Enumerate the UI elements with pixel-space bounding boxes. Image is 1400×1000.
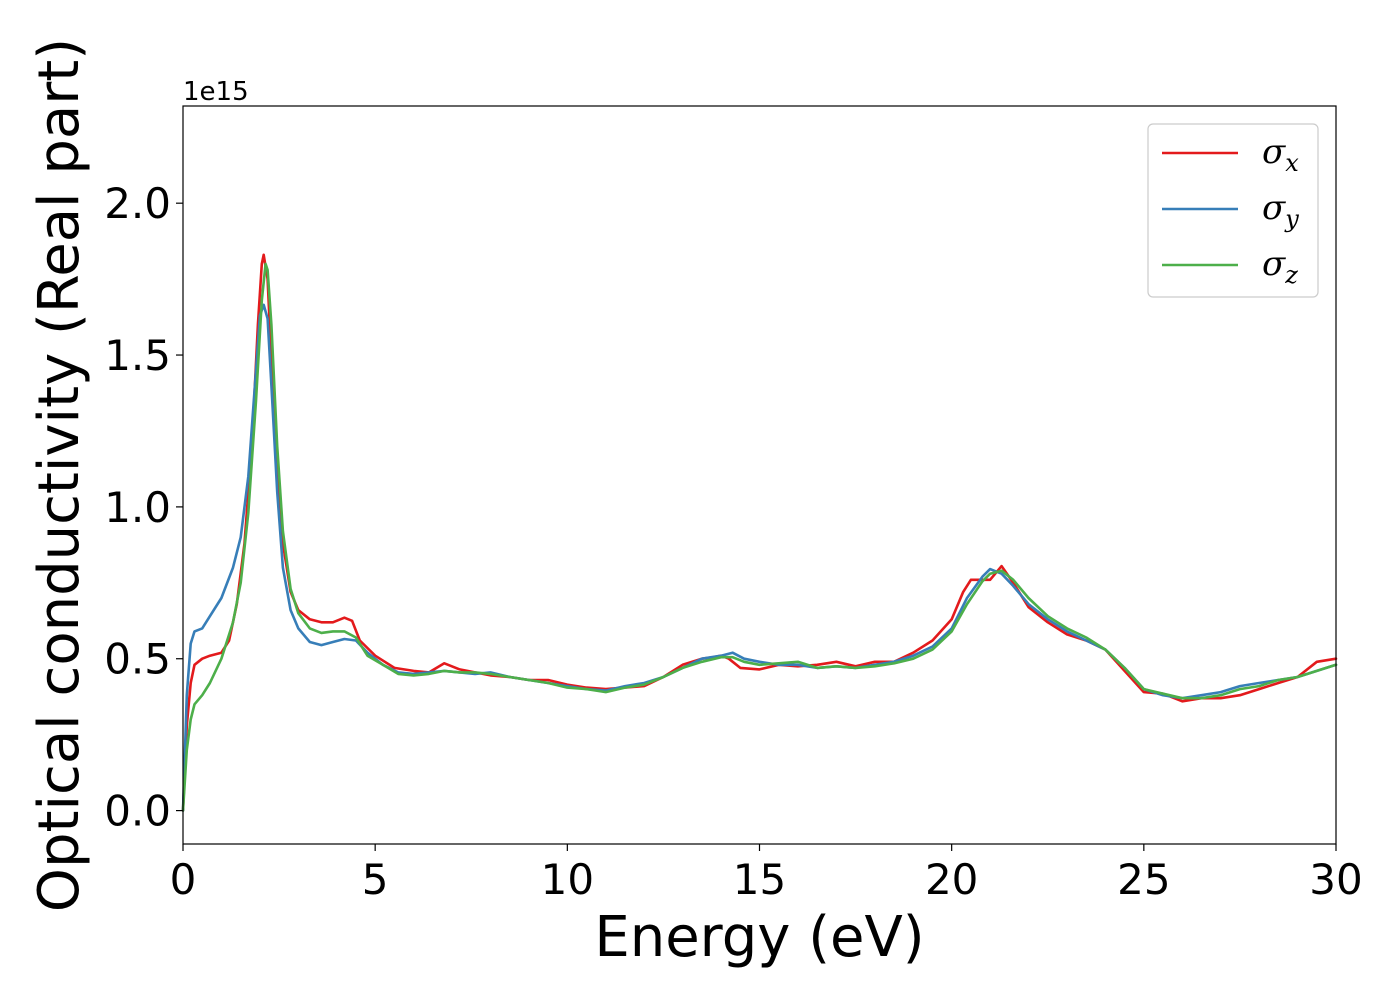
y-tick-label: 1.5 <box>104 331 171 380</box>
series-line-y <box>181 303 1338 812</box>
legend: σx σy σz <box>1147 123 1319 298</box>
y-tick-label: 0.0 <box>104 787 171 836</box>
x-tick-label: 10 <box>541 855 594 904</box>
x-tick-label: 25 <box>1117 855 1170 904</box>
legend-label-x: σx <box>1262 132 1299 177</box>
y-offset-label: 1e15 <box>183 77 249 107</box>
x-tick-label: 30 <box>1309 855 1362 904</box>
plot-background <box>183 106 1336 844</box>
y-axis-label: Optical conductivity (Real part) <box>27 38 92 912</box>
x-tick-label: 5 <box>362 855 389 904</box>
legend-label-z: σz <box>1262 244 1298 289</box>
x-tick-label: 15 <box>733 855 786 904</box>
series-line-x <box>181 253 1338 812</box>
series-layer <box>181 253 1338 812</box>
y-tick-label: 1.0 <box>104 483 171 532</box>
x-tick-label: 20 <box>925 855 978 904</box>
x-tick-label: 0 <box>170 855 197 904</box>
legend-box <box>1147 123 1319 298</box>
y-tick-label: 2.0 <box>104 179 171 228</box>
series-line-z <box>181 262 1338 812</box>
legend-label-y: σy <box>1262 188 1299 233</box>
x-axis-label: Energy (eV) <box>594 905 924 970</box>
ticks-layer: 0 5 10 15 20 25 30 0.0 0.5 1.0 1.5 2.0 <box>104 179 1363 904</box>
y-tick-label: 0.5 <box>104 635 171 684</box>
